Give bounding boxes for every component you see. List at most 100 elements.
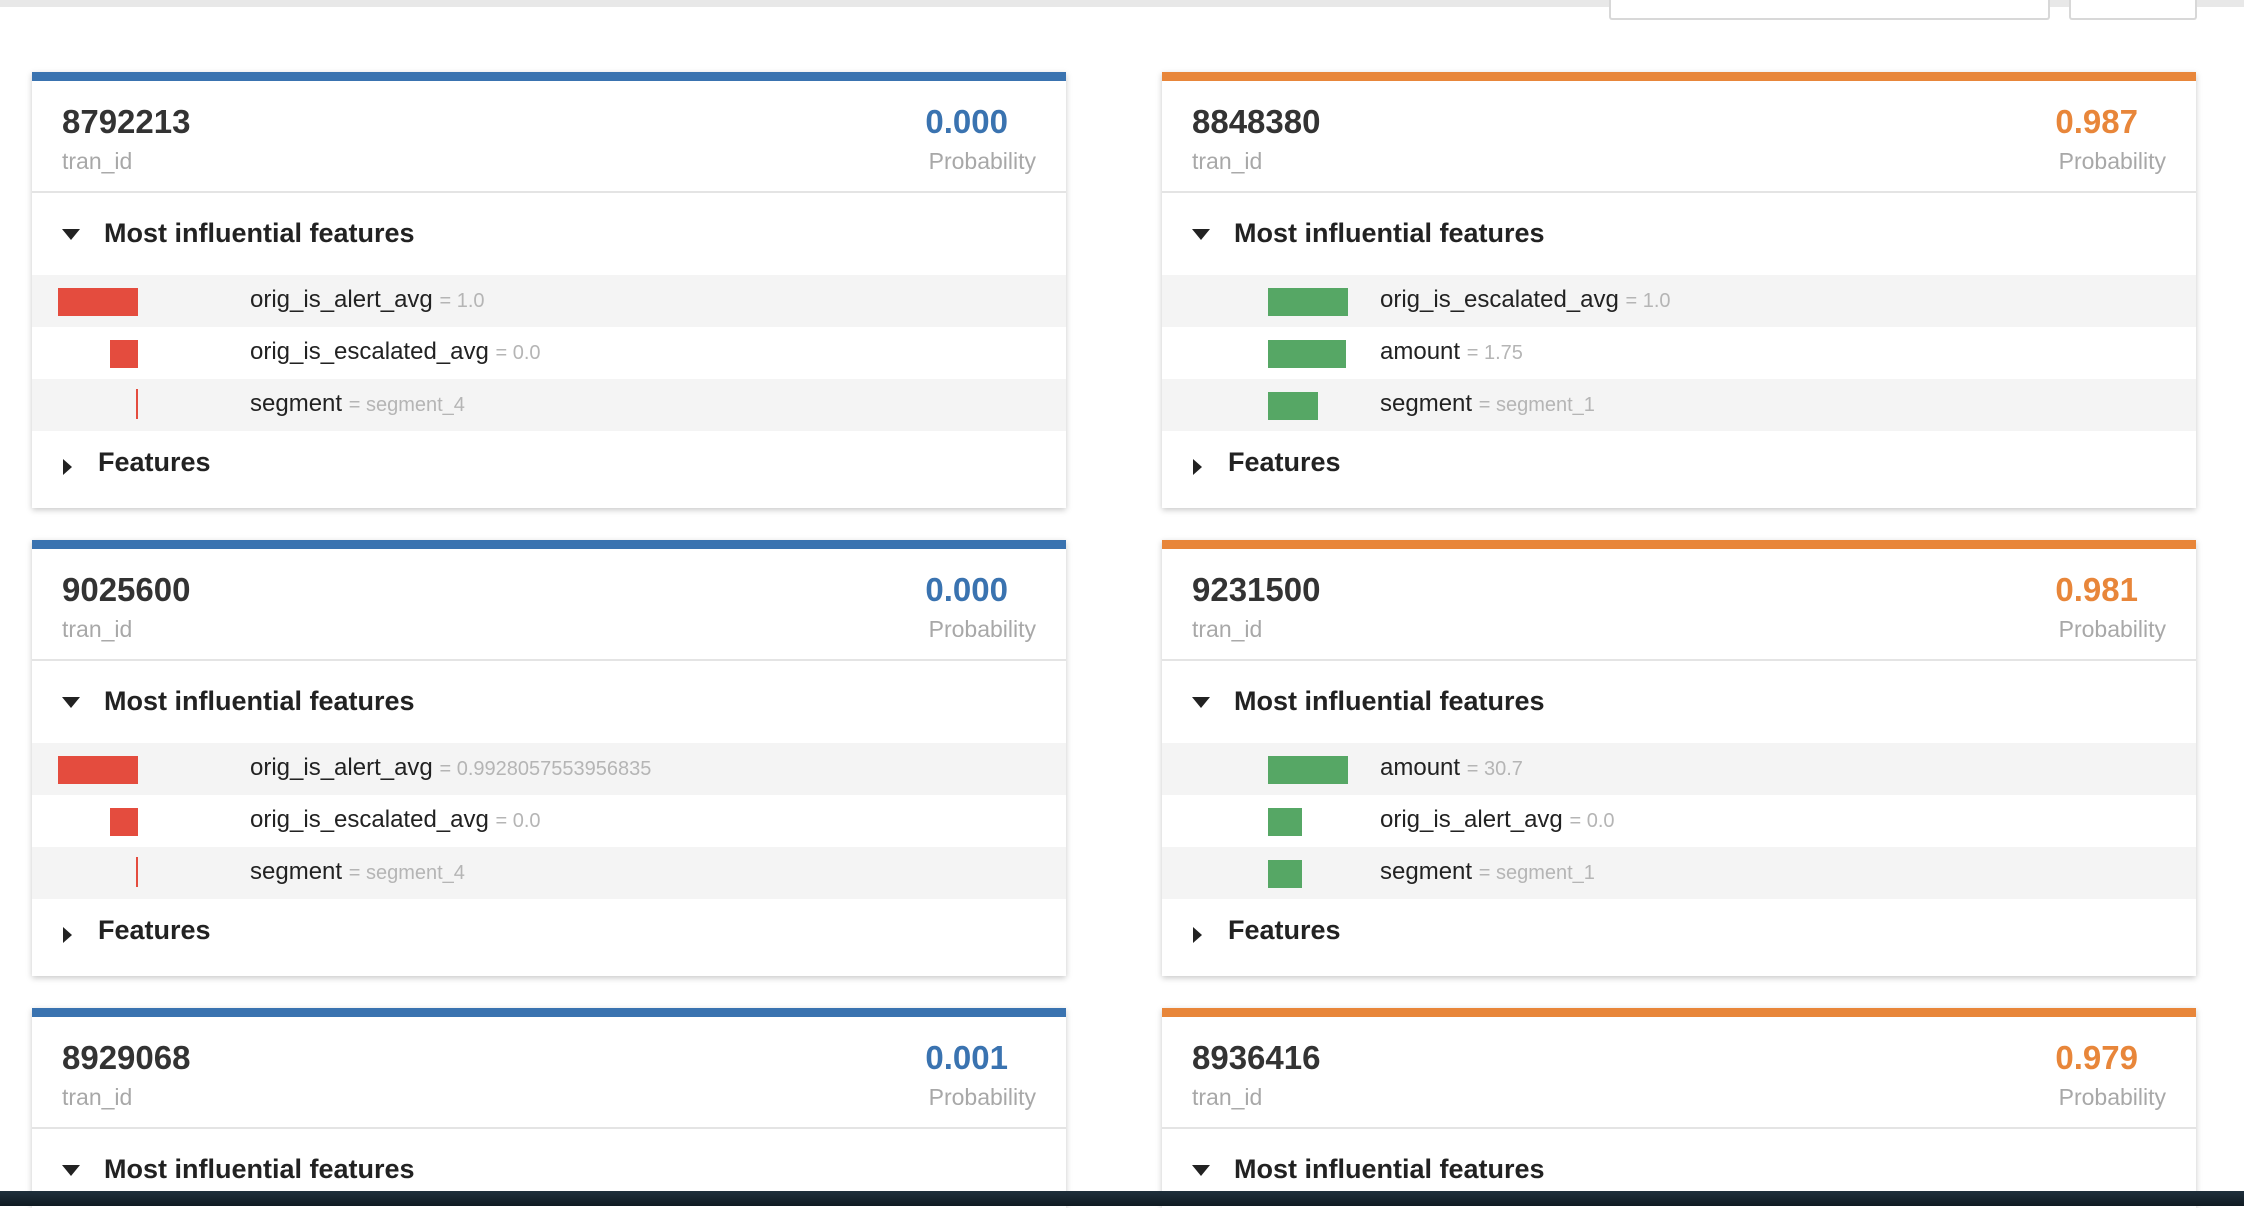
influence-bar xyxy=(58,756,138,784)
prediction-card: 8929068 tran_id 0.001 Probability Most i… xyxy=(32,1008,1066,1208)
features-toggle[interactable]: Features xyxy=(1162,431,2196,508)
feature-value: = segment_1 xyxy=(1478,394,1595,416)
features-title: Features xyxy=(98,915,211,945)
caret-down-icon xyxy=(62,229,80,240)
search-input[interactable] xyxy=(1609,0,2050,20)
feature-name: amount xyxy=(1380,338,1461,365)
feature-name: segment xyxy=(1380,858,1473,885)
feature-row: segment = segment_1 xyxy=(1162,847,2196,899)
card-color-bar xyxy=(1162,72,2196,81)
section-title: Most influential features xyxy=(1234,1154,1545,1184)
card-color-bar xyxy=(32,1008,1066,1017)
probability-value: 0.000 xyxy=(925,103,1008,140)
top-border xyxy=(0,0,2244,7)
influence-bar xyxy=(110,808,138,836)
feature-row: orig_is_alert_avg = 1.0 xyxy=(32,275,1066,327)
influence-bar xyxy=(58,288,138,316)
feature-row: segment = segment_4 xyxy=(32,847,1066,899)
feature-value: = 1.0 xyxy=(1625,290,1671,312)
tran-id-label: tran_id xyxy=(1192,148,1263,174)
feature-value: = 0.9928057553956835 xyxy=(439,758,652,780)
feature-value: = 30.7 xyxy=(1466,758,1523,780)
most-influential-toggle[interactable]: Most influential features xyxy=(1162,661,2196,743)
feature-row: amount = 30.7 xyxy=(1162,743,2196,795)
prediction-card: 8848380 tran_id 0.987 Probability Most i… xyxy=(1162,72,2196,508)
feature-row: orig_is_alert_avg = 0.0 xyxy=(1162,795,2196,847)
section-title: Most influential features xyxy=(104,218,415,248)
feature-name: orig_is_escalated_avg xyxy=(1380,286,1619,313)
influence-bar xyxy=(1268,808,1302,836)
feature-name: orig_is_alert_avg xyxy=(250,286,433,313)
tran-id-value: 8936416 xyxy=(1192,1039,1321,1076)
most-influential-toggle[interactable]: Most influential features xyxy=(1162,193,2196,275)
section-title: Most influential features xyxy=(1234,686,1545,716)
tran-id-label: tran_id xyxy=(62,1084,133,1110)
prediction-card: 9025600 tran_id 0.000 Probability Most i… xyxy=(32,540,1066,976)
influence-bar xyxy=(136,857,138,887)
feature-name: segment xyxy=(250,858,343,885)
feature-row: amount = 1.75 xyxy=(1162,327,2196,379)
feature-name: orig_is_escalated_avg xyxy=(250,806,489,833)
features-toggle[interactable]: Features xyxy=(32,899,1066,976)
caret-down-icon xyxy=(62,1165,80,1176)
influence-bar xyxy=(1268,288,1348,316)
features-toggle[interactable]: Features xyxy=(32,431,1066,508)
feature-row: orig_is_escalated_avg = 0.0 xyxy=(32,327,1066,379)
most-influential-toggle[interactable]: Most influential features xyxy=(32,193,1066,275)
card-color-bar xyxy=(1162,1008,2196,1017)
probability-value: 0.979 xyxy=(2055,1039,2138,1076)
card-header: 8848380 tran_id 0.987 Probability xyxy=(1162,81,2196,193)
probability-label: Probability xyxy=(928,148,1036,174)
features-toggle[interactable]: Features xyxy=(1162,899,2196,976)
section-title: Most influential features xyxy=(104,1154,415,1184)
probability-value: 0.001 xyxy=(925,1039,1008,1076)
probability-label: Probability xyxy=(2058,148,2166,174)
feature-name: orig_is_escalated_avg xyxy=(250,338,489,365)
caret-right-icon xyxy=(1193,459,1202,475)
feature-row: orig_is_alert_avg = 0.9928057553956835 xyxy=(32,743,1066,795)
feature-value: = segment_4 xyxy=(348,862,465,884)
tran-id-value: 8929068 xyxy=(62,1039,191,1076)
card-color-bar xyxy=(1162,540,2196,549)
card-color-bar xyxy=(32,72,1066,81)
feature-row: segment = segment_4 xyxy=(32,379,1066,431)
influence-bar xyxy=(1268,860,1302,888)
influence-bar xyxy=(1268,340,1346,368)
prediction-card: 9231500 tran_id 0.981 Probability Most i… xyxy=(1162,540,2196,976)
card-header: 9231500 tran_id 0.981 Probability xyxy=(1162,549,2196,661)
tran-id-label: tran_id xyxy=(62,148,133,174)
card-header: 8929068 tran_id 0.001 Probability xyxy=(32,1017,1066,1129)
probability-label: Probability xyxy=(928,616,1036,642)
influence-bar xyxy=(1268,392,1318,420)
toolbar-button[interactable] xyxy=(2069,0,2197,20)
feature-value: = 0.0 xyxy=(1569,810,1615,832)
influence-bar xyxy=(1268,756,1348,784)
caret-down-icon xyxy=(1192,1165,1210,1176)
caret-down-icon xyxy=(1192,697,1210,708)
probability-label: Probability xyxy=(2058,1084,2166,1110)
probability-value: 0.987 xyxy=(2055,103,2138,140)
feature-row: segment = segment_1 xyxy=(1162,379,2196,431)
tran-id-label: tran_id xyxy=(62,616,133,642)
prediction-card: 8936416 tran_id 0.979 Probability Most i… xyxy=(1162,1008,2196,1208)
feature-name: amount xyxy=(1380,754,1461,781)
feature-value: = 1.75 xyxy=(1466,342,1523,364)
features-title: Features xyxy=(1228,447,1341,477)
most-influential-toggle[interactable]: Most influential features xyxy=(1162,1129,2196,1208)
most-influential-toggle[interactable]: Most influential features xyxy=(32,661,1066,743)
most-influential-toggle[interactable]: Most influential features xyxy=(32,1129,1066,1208)
card-header: 8936416 tran_id 0.979 Probability xyxy=(1162,1017,2196,1129)
feature-value: = 0.0 xyxy=(495,810,541,832)
prediction-card: 8792213 tran_id 0.000 Probability Most i… xyxy=(32,72,1066,508)
feature-name: segment xyxy=(1380,390,1473,417)
caret-right-icon xyxy=(1193,927,1202,943)
section-title: Most influential features xyxy=(1234,218,1545,248)
caret-down-icon xyxy=(1192,229,1210,240)
features-title: Features xyxy=(1228,915,1341,945)
feature-value: = 1.0 xyxy=(439,290,485,312)
feature-name: orig_is_alert_avg xyxy=(1380,806,1563,833)
feature-name: orig_is_alert_avg xyxy=(250,754,433,781)
caret-down-icon xyxy=(62,697,80,708)
influence-bar xyxy=(110,340,138,368)
caret-right-icon xyxy=(63,459,72,475)
